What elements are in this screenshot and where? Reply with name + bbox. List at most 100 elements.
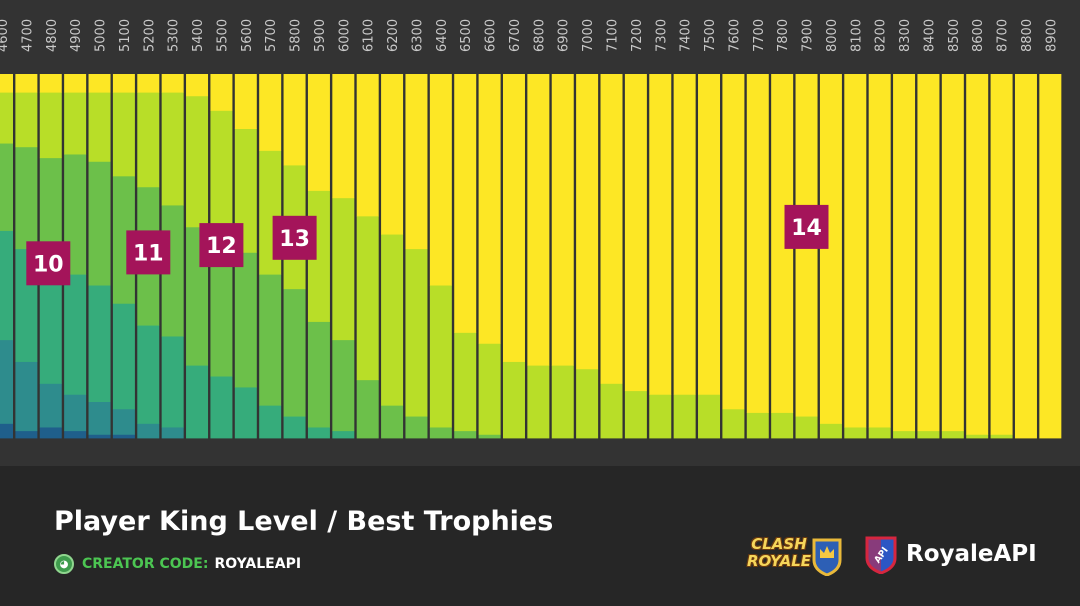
- bar-segment: [186, 95, 209, 228]
- x-tick-label: 8900: [1044, 19, 1059, 52]
- creator-code: ◕ CREATOR CODE: ROYALEAPI: [54, 553, 301, 575]
- bar-segment: [405, 248, 428, 417]
- x-tick-label: 7000: [581, 19, 596, 52]
- bar-segment: [15, 74, 38, 93]
- bar-segment: [332, 197, 355, 341]
- bar-segment: [39, 74, 62, 93]
- bar-segment: [161, 336, 184, 428]
- bar-segment: [0, 74, 13, 93]
- bar-segment: [600, 74, 623, 384]
- bar-segment: [112, 74, 135, 93]
- x-tick-label: 4800: [45, 19, 60, 52]
- bar-segment: [332, 339, 355, 432]
- bar-segment: [454, 74, 477, 333]
- bar-segment: [478, 434, 501, 439]
- royaleapi-logo: API RoyaleAPI: [864, 534, 1037, 574]
- bar-segment: [234, 252, 257, 388]
- bar-segment: [283, 74, 306, 166]
- bar-segment: [161, 92, 184, 206]
- bar-segment: [210, 74, 233, 111]
- series-label-box: [199, 223, 244, 268]
- series-label-text: 11: [133, 241, 164, 266]
- bar-segment: [722, 74, 745, 410]
- bar-segment: [356, 379, 379, 439]
- x-tick-label: 6100: [362, 19, 377, 52]
- series-label-10: 10: [26, 241, 71, 286]
- bar-segment: [771, 412, 794, 439]
- bar-segment: [283, 288, 306, 417]
- bars: [0, 74, 1062, 439]
- bar-segment: [356, 215, 379, 381]
- x-tick-labels: 4600 4700 4800 4900 5000 5100 5200 5300 5400 5500…: [0, 19, 1059, 52]
- x-tick-label: 8400: [922, 19, 937, 52]
- bar-segment: [527, 365, 550, 439]
- bar-segment: [917, 74, 940, 432]
- x-tick-label: 4600: [0, 19, 11, 52]
- series-label-text: 13: [279, 227, 310, 252]
- x-tick-label: 8300: [898, 19, 913, 52]
- bar-segment: [917, 430, 940, 439]
- x-tick-label: 7500: [703, 19, 718, 52]
- bar-segment: [990, 434, 1013, 439]
- x-tick-label: 8100: [849, 19, 864, 52]
- bar-segment: [0, 339, 13, 424]
- bar-segment: [210, 110, 233, 242]
- bar-segment: [551, 365, 574, 439]
- bar-segment: [64, 274, 87, 395]
- bar-segment: [771, 74, 794, 413]
- chart-title: Player King Level / Best Trophies: [54, 506, 554, 537]
- bar-segment: [673, 394, 696, 439]
- series-label-box: [126, 230, 171, 275]
- x-tick-label: 6800: [532, 19, 547, 52]
- bar-segment: [844, 74, 867, 428]
- bar-segment: [1039, 74, 1062, 439]
- x-tick-label: 6300: [410, 19, 425, 52]
- bar-segment: [722, 408, 745, 439]
- series-label-text: 10: [33, 252, 64, 277]
- series-label-13: 13: [272, 215, 317, 260]
- x-tick-label: 7800: [776, 19, 791, 52]
- bar-segment: [88, 74, 111, 93]
- bar-segment: [454, 430, 477, 439]
- bar-segment: [234, 74, 257, 129]
- x-tick-label: 8500: [947, 19, 962, 52]
- bar-segment: [698, 394, 721, 439]
- bar-segment: [746, 74, 769, 413]
- x-tick-label: 6900: [557, 19, 572, 52]
- x-tick-label: 8700: [996, 19, 1011, 52]
- bar-segment: [186, 365, 209, 439]
- bar-segment: [64, 92, 87, 155]
- bar-segment: [234, 128, 257, 253]
- bar-segment: [39, 266, 62, 384]
- bar-segment: [137, 325, 160, 424]
- x-tick-label: 7600: [727, 19, 742, 52]
- bar-segment: [88, 161, 111, 286]
- bar-segment: [15, 361, 38, 432]
- bar-segment: [527, 74, 550, 366]
- bar-segment: [454, 332, 477, 432]
- bar-segment: [0, 143, 13, 231]
- bar-segment: [381, 74, 404, 235]
- bar-segment: [478, 74, 501, 344]
- bar-segment: [210, 241, 233, 377]
- bar-segment: [576, 368, 599, 439]
- x-tick-label: 6000: [337, 19, 352, 52]
- bar-segment: [868, 74, 891, 428]
- x-tick-label: 5000: [94, 19, 109, 52]
- series-label-text: 14: [791, 216, 822, 241]
- bar-segment: [649, 394, 672, 439]
- bar-segment: [966, 434, 989, 439]
- bar-segment: [307, 321, 330, 428]
- bar-segment: [112, 303, 135, 410]
- creator-code-label: CREATOR CODE:: [82, 556, 209, 572]
- x-tick-label: 6500: [459, 19, 474, 52]
- series-label-box: [272, 215, 317, 260]
- bar-segment: [478, 343, 501, 435]
- x-tick-label: 5200: [142, 19, 157, 52]
- bar-segment: [64, 394, 87, 432]
- bar-segment: [186, 74, 209, 97]
- bar-segment: [259, 74, 282, 151]
- bar-segment: [673, 74, 696, 395]
- bar-segment: [893, 430, 916, 439]
- x-tick-label: 8000: [825, 19, 840, 52]
